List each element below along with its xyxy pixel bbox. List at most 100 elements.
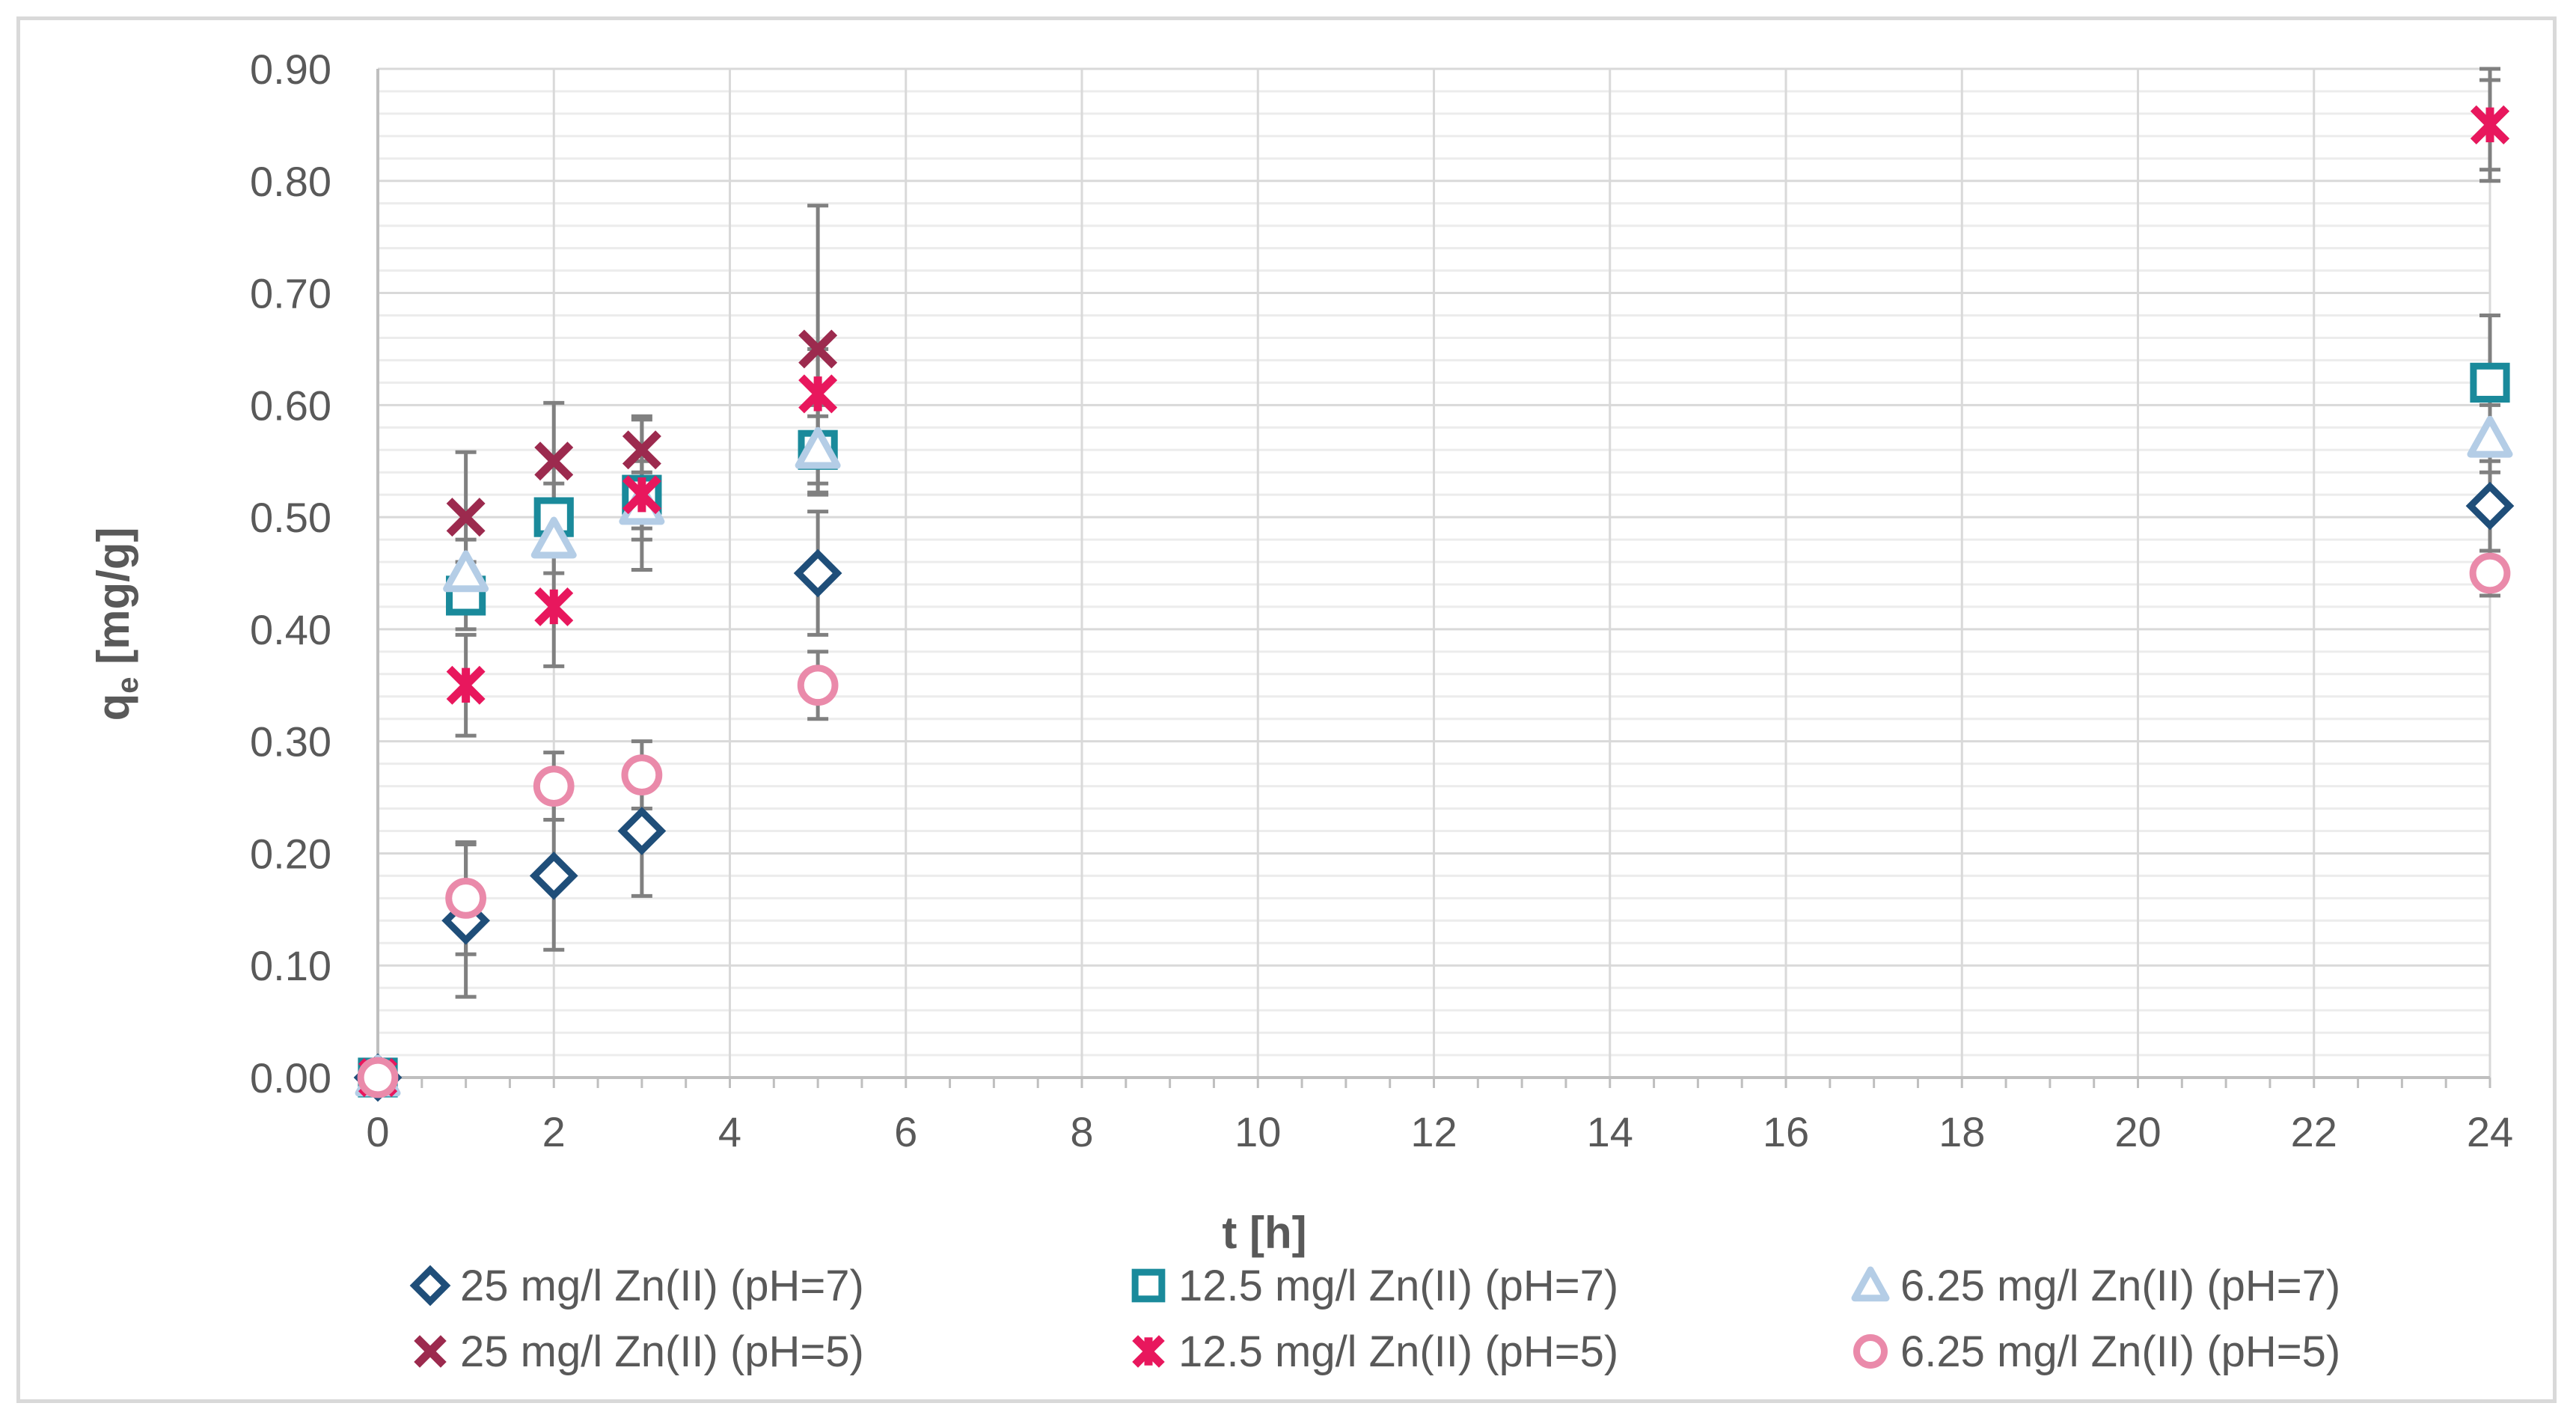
x-tick-label: 24 — [2467, 1108, 2513, 1155]
circle-shape — [445, 877, 487, 919]
y-axis-title-subscript: e — [111, 677, 144, 694]
legend-item: 12.5 mg/l Zn(II) (pH=7) — [1131, 1262, 1618, 1310]
x-tick-label: 6 — [894, 1108, 917, 1155]
data-point-circle — [357, 1057, 399, 1098]
data-point-triangle — [530, 516, 577, 559]
diamond-shape — [529, 852, 578, 900]
legend-item: 12.5 mg/l Zn(II) (pH=5) — [1132, 1327, 1618, 1376]
x-tick-label: 0 — [366, 1108, 389, 1155]
data-point-diamond — [2465, 481, 2515, 531]
data-markers — [353, 105, 2515, 1102]
legend-marker-circle — [1853, 1334, 1888, 1369]
data-point-circle — [797, 664, 839, 706]
diamond-shape — [617, 807, 667, 855]
x-tick-label: 12 — [1410, 1108, 1457, 1155]
x-tick-label: 10 — [1235, 1108, 1281, 1155]
error-bars — [455, 67, 2500, 999]
y-axis-title-unit: [mg/g] — [88, 528, 138, 677]
x-shape — [446, 498, 486, 537]
star-shape — [446, 665, 486, 705]
y-tick-label: 0.10 — [250, 942, 331, 989]
data-point-x — [798, 329, 838, 369]
legend-marker-x — [414, 1335, 447, 1368]
x-tick-label: 18 — [1939, 1108, 1985, 1155]
square-shape — [1131, 1268, 1166, 1303]
data-point-circle — [2469, 552, 2511, 594]
x-tick-label: 20 — [2114, 1108, 2161, 1155]
diamond-shape — [409, 1265, 451, 1307]
data-point-star — [622, 475, 661, 515]
legend: 25 mg/l Zn(II) (pH=7) 12.5 mg/l Zn(II) (p… — [409, 1262, 2340, 1376]
data-point-circle — [445, 877, 487, 919]
y-tick-label: 0.90 — [250, 46, 331, 93]
y-tick-label: 0.80 — [250, 158, 331, 205]
data-point-square — [2470, 362, 2510, 403]
legend-marker-triangle — [1851, 1266, 1890, 1302]
data-point-triangle — [443, 550, 489, 593]
gridlines — [376, 67, 2491, 1079]
legend-marker-diamond — [409, 1265, 451, 1307]
y-tick-label: 0.20 — [250, 830, 331, 877]
x-tick-label: 2 — [542, 1108, 566, 1155]
data-point-circle — [621, 754, 663, 795]
legend-label: 12.5 mg/l Zn(II) (pH=7) — [1178, 1262, 1618, 1310]
circle-shape — [797, 664, 839, 706]
circle-shape — [1853, 1334, 1888, 1369]
x-tick-label: 4 — [718, 1108, 741, 1155]
legend-marker-square — [1131, 1268, 1166, 1303]
y-tick-label: 0.00 — [250, 1054, 331, 1101]
data-point-star — [446, 665, 486, 705]
star-shape — [798, 374, 838, 414]
x-tick-label: 22 — [2291, 1108, 2337, 1155]
triangle-shape — [1851, 1266, 1890, 1302]
diamond-shape — [793, 548, 842, 598]
x-tick-label: 8 — [1070, 1108, 1093, 1155]
legend-label: 25 mg/l Zn(II) (pH=7) — [460, 1262, 864, 1310]
triangle-shape — [2467, 415, 2513, 458]
y-tick-label: 0.30 — [250, 718, 331, 766]
circle-shape — [2469, 552, 2511, 594]
legend-label: 6.25 mg/l Zn(II) (pH=7) — [1900, 1262, 2340, 1310]
star-shape — [2471, 105, 2509, 144]
circle-shape — [357, 1057, 399, 1098]
data-point-diamond — [529, 852, 578, 900]
legend-item: 25 mg/l Zn(II) (pH=5) — [414, 1327, 864, 1376]
x-shape — [622, 430, 661, 470]
y-axis-title: qe [mg/g] — [88, 528, 144, 721]
legend-item: 6.25 mg/l Zn(II) (pH=5) — [1853, 1327, 2340, 1376]
data-point-star — [534, 587, 574, 626]
x-axis-title: t [h] — [1222, 1208, 1306, 1258]
star-shape — [622, 475, 661, 515]
data-point-star — [798, 374, 838, 414]
axes: 0.00 0.10 0.20 0.30 0.40 0.50 0.60 0.70 0.80 0.90… — [250, 46, 2513, 1155]
y-tick-label: 0.60 — [250, 382, 331, 429]
legend-label: 25 mg/l Zn(II) (pH=5) — [460, 1327, 864, 1376]
x-shape — [534, 441, 574, 481]
legend-item: 25 mg/l Zn(II) (pH=7) — [409, 1262, 864, 1310]
y-axis-title-main: q — [88, 694, 138, 721]
data-point-x — [534, 441, 574, 481]
legend-item: 6.25 mg/l Zn(II) (pH=7) — [1851, 1262, 2340, 1310]
triangle-shape — [530, 516, 577, 559]
y-tick-label: 0.40 — [250, 606, 331, 653]
x-tick-label: 14 — [1587, 1108, 1633, 1155]
star-shape — [1132, 1335, 1165, 1368]
data-point-circle — [533, 766, 575, 807]
circle-shape — [533, 766, 575, 807]
circle-shape — [621, 754, 663, 795]
x-shape — [414, 1335, 447, 1368]
data-point-triangle — [2467, 415, 2513, 458]
y-tick-label: 0.70 — [250, 270, 331, 317]
legend-marker-star — [1132, 1335, 1165, 1368]
data-point-star — [2471, 105, 2509, 144]
data-point-diamond — [793, 548, 842, 598]
y-tick-label: 0.50 — [250, 494, 331, 541]
square-shape — [2470, 362, 2510, 403]
star-shape — [534, 587, 574, 626]
data-point-x — [622, 430, 661, 470]
data-point-diamond — [617, 807, 667, 855]
legend-label: 6.25 mg/l Zn(II) (pH=5) — [1900, 1327, 2340, 1376]
x-tick-label: 16 — [1763, 1108, 1809, 1155]
diamond-shape — [2465, 481, 2515, 531]
